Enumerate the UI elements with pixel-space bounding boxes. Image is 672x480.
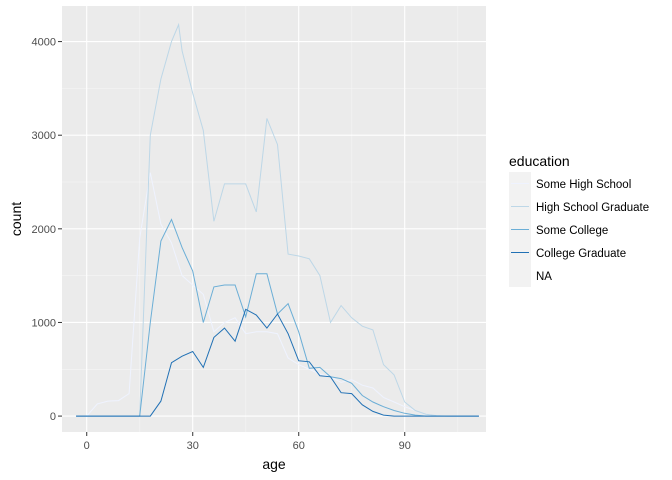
x-tick-label: 30: [187, 440, 199, 452]
legend-key: [509, 264, 531, 287]
minor-gridlines: [62, 6, 486, 432]
series-lines: [76, 22, 479, 417]
legend-label: NA: [536, 271, 552, 283]
plot-panel: [62, 6, 486, 432]
y-axis-title: count: [8, 202, 24, 236]
x-tick-label: 90: [399, 440, 411, 452]
legend-label: College Graduate: [536, 248, 626, 260]
legend: Some High School High School Graduate Some…: [509, 172, 649, 287]
x-axis-ticks: 0 30 60 90: [84, 432, 411, 452]
y-tick-label: 1000: [32, 317, 56, 329]
y-tick-label: 4000: [32, 37, 56, 49]
x-tick-label: 60: [293, 440, 305, 452]
series-line-high-school-graduate: [76, 22, 479, 417]
legend-label: High School Graduate: [536, 202, 649, 214]
y-tick-label: 0: [50, 411, 56, 423]
legend-title: education: [509, 153, 570, 169]
x-tick-label: 0: [84, 440, 90, 452]
series-line-some-high-school: [76, 172, 479, 417]
series-line-college-graduate: [76, 308, 479, 417]
x-axis-title: age: [262, 456, 286, 472]
y-tick-label: 3000: [32, 130, 56, 142]
legend-label: Some High School: [536, 179, 631, 191]
y-tick-label: 2000: [32, 224, 56, 236]
legend-label: Some College: [536, 225, 608, 237]
y-axis-ticks: 0 1000 2000 3000 4000: [32, 37, 62, 423]
